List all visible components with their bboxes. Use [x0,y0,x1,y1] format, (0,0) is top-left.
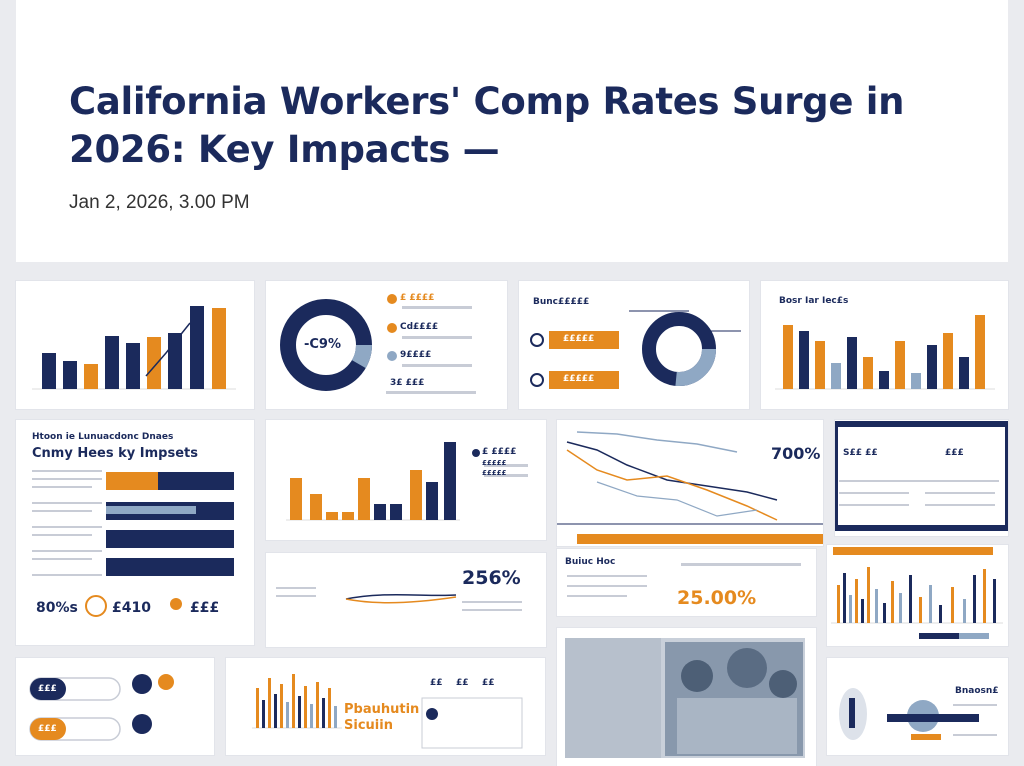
impacts-stat: £££ [190,600,220,616]
big-stat-label: Buiuc Hoc [565,557,616,567]
dense-bars-graphic [831,547,1003,639]
image-tile-column-legend[interactable]: £ ££££ £££££ £££££ [266,420,546,540]
panel-button-label: £££££ [563,374,595,384]
line-chart-graphic [557,431,823,544]
image-tile-key-impacts[interactable]: Htoon ie Lunuacdonc Dnaes Cnmy Hees ky I… [16,420,254,645]
bottom-chart-tag: ££ [456,678,469,688]
navy-panel-label: S££ ££ [843,448,878,458]
column-graphic [286,442,528,521]
big-stat-graphic [567,563,801,597]
donut-list-item: 3£ £££ [390,378,425,388]
photo-graphic [565,638,805,758]
donut-list-item: Cd££££ [400,322,439,332]
pin-panel-label: Bnaosn£ [955,686,999,696]
impacts-kicker: Htoon ie Lunuacdonc Dnaes [32,432,174,442]
image-tile-donut-chart[interactable]: -C9% £ ££££ Cd££££ 9££££ 3£ £££ [266,281,507,409]
article-date: Jan 2, 2026, 3.00 PM [69,192,250,213]
bottom-chart-tag: ££ [482,678,495,688]
bar-chart-graphic [32,306,236,390]
impacts-stat: £410 [112,600,151,616]
panel-title: Bunc£££££ [533,297,590,307]
donut-graphic [280,294,476,394]
pill-label: £££ [38,684,57,694]
image-tile-bottom-chart[interactable]: Pbauhutin Sicuiin ££ ££ ££ [226,658,545,755]
donut-center-label: -C9% [304,337,342,352]
big-stat-value: 25.00% [677,587,757,609]
pills-graphic [29,674,174,741]
image-tile-pills[interactable]: £££ £££ [16,658,214,755]
donut-list-item: 9££££ [400,350,432,360]
impacts-heading: Cnmy Hees ky Impsets [32,446,198,461]
legend-item: £££££ [482,469,507,477]
image-tile-dense-bars[interactable] [827,545,1008,646]
panel-button-label: £££££ [563,334,595,344]
image-tile-grouped-bars[interactable]: Bosr Iar Iec£s [761,281,1008,409]
impacts-graphic [32,470,234,617]
image-tile-line-chart[interactable]: 700% [557,420,823,546]
bottom-chart-tag: ££ [430,678,443,688]
line-chart-stat: 700% [771,444,821,463]
pin-panel-graphic [839,688,997,740]
navy-panel-label: £££ [945,448,964,458]
impacts-stat: 80%s [36,600,78,616]
navy-panel-graphic [835,421,1008,531]
image-tile-navy-panel[interactable]: S££ ££ £££ [835,420,1008,536]
article-title: California Workers' Comp Rates Surge in … [69,80,905,171]
image-tile-photo[interactable] [557,628,816,766]
legend-item: £££££ [482,459,507,467]
bottom-chart-label: Pbauhutin Sicuiin [344,702,420,733]
bar-tile-title: Bosr Iar Iec£s [779,296,849,306]
article-header: California Workers' Comp Rates Surge in … [16,0,1008,262]
pill-label: £££ [38,724,57,734]
map-graphic [276,587,522,611]
map-stat: 256% [462,567,521,589]
legend-item: £ ££££ [482,447,517,457]
panel-graphic [530,310,741,389]
image-tile-big-stat[interactable]: Buiuc Hoc 25.00% [557,549,816,616]
image-tile-map-stat[interactable]: 256% [266,553,546,647]
image-tile-orange-panels[interactable]: Bunc£££££ £££££ £££££ [519,281,749,409]
donut-list-item: £ ££££ [400,293,435,303]
grouped-bars-graphic [775,315,995,390]
image-tile-bar-chart[interactable] [16,281,254,409]
bottom-chart-graphic [252,674,523,749]
image-tile-pin-panel[interactable]: Bnaosn£ [827,658,1008,755]
